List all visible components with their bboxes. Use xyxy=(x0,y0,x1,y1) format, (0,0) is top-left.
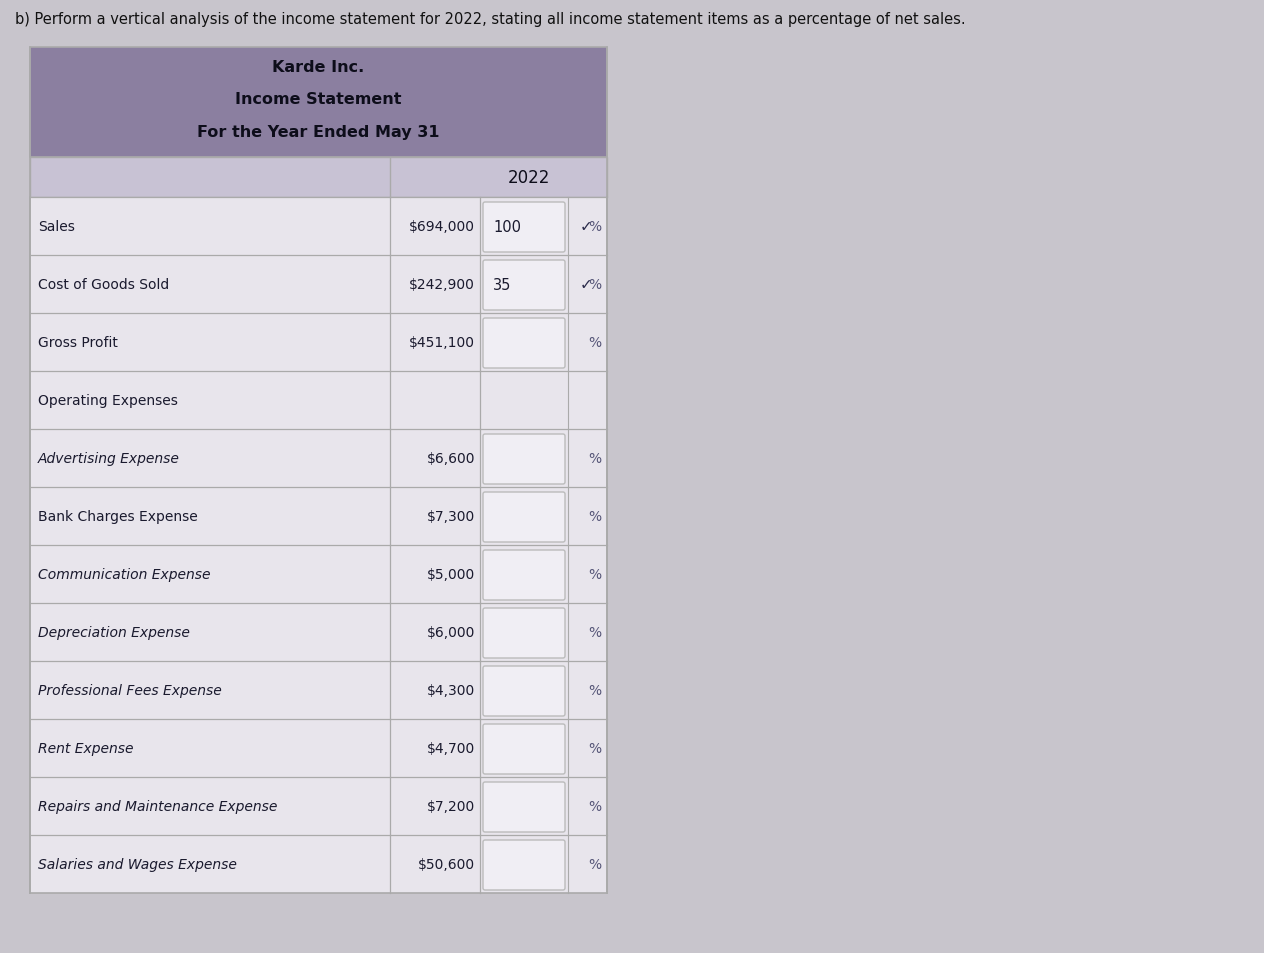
Text: 35: 35 xyxy=(493,277,512,293)
Bar xyxy=(30,835,607,893)
Text: Professional Fees Expense: Professional Fees Expense xyxy=(38,683,221,698)
Bar xyxy=(30,720,607,778)
Text: $6,600: $6,600 xyxy=(426,452,475,465)
Bar xyxy=(30,372,607,430)
Bar xyxy=(30,603,607,661)
Text: Gross Profit: Gross Profit xyxy=(38,335,118,350)
Text: $6,000: $6,000 xyxy=(427,625,475,639)
FancyBboxPatch shape xyxy=(483,666,565,717)
Text: $4,700: $4,700 xyxy=(427,741,475,755)
Text: For the Year Ended May 31: For the Year Ended May 31 xyxy=(197,126,440,140)
Text: Sales: Sales xyxy=(38,220,75,233)
Text: $451,100: $451,100 xyxy=(410,335,475,350)
FancyBboxPatch shape xyxy=(483,724,565,774)
Text: ✓: ✓ xyxy=(580,219,593,234)
Text: b) Perform a vertical analysis of the income statement for 2022, stating all inc: b) Perform a vertical analysis of the in… xyxy=(15,12,966,27)
Bar xyxy=(30,488,607,545)
Text: 2022: 2022 xyxy=(507,169,550,187)
FancyBboxPatch shape xyxy=(483,203,565,253)
Text: %: % xyxy=(588,683,600,698)
Bar xyxy=(30,314,607,372)
Text: Depreciation Expense: Depreciation Expense xyxy=(38,625,190,639)
Text: Karde Inc.: Karde Inc. xyxy=(272,60,364,75)
Bar xyxy=(30,198,607,255)
Text: $7,300: $7,300 xyxy=(427,510,475,523)
Text: 100: 100 xyxy=(493,219,521,234)
Text: %: % xyxy=(588,741,600,755)
Text: %: % xyxy=(588,452,600,465)
Bar xyxy=(30,158,607,198)
Text: Advertising Expense: Advertising Expense xyxy=(38,452,179,465)
FancyBboxPatch shape xyxy=(483,493,565,542)
Text: Salaries and Wages Expense: Salaries and Wages Expense xyxy=(38,857,236,871)
Text: Communication Expense: Communication Expense xyxy=(38,567,211,581)
FancyBboxPatch shape xyxy=(483,841,565,890)
Bar xyxy=(30,255,607,314)
Text: $5,000: $5,000 xyxy=(427,567,475,581)
Text: Bank Charges Expense: Bank Charges Expense xyxy=(38,510,197,523)
Text: %: % xyxy=(588,625,600,639)
Bar xyxy=(30,661,607,720)
Text: $50,600: $50,600 xyxy=(418,857,475,871)
FancyBboxPatch shape xyxy=(483,551,565,600)
Bar xyxy=(30,48,607,158)
FancyBboxPatch shape xyxy=(483,435,565,484)
Text: %: % xyxy=(588,510,600,523)
FancyBboxPatch shape xyxy=(483,608,565,659)
Text: %: % xyxy=(588,220,600,233)
Bar xyxy=(30,778,607,835)
Text: Rent Expense: Rent Expense xyxy=(38,741,134,755)
Text: %: % xyxy=(588,800,600,813)
FancyBboxPatch shape xyxy=(483,318,565,369)
Text: Income Statement: Income Statement xyxy=(235,92,402,108)
Text: $242,900: $242,900 xyxy=(410,277,475,292)
FancyBboxPatch shape xyxy=(483,782,565,832)
Text: %: % xyxy=(588,335,600,350)
Text: $7,200: $7,200 xyxy=(427,800,475,813)
Text: ✓: ✓ xyxy=(580,277,593,293)
Text: Cost of Goods Sold: Cost of Goods Sold xyxy=(38,277,169,292)
Text: %: % xyxy=(588,277,600,292)
Text: $694,000: $694,000 xyxy=(410,220,475,233)
Text: Operating Expenses: Operating Expenses xyxy=(38,394,178,408)
Text: $4,300: $4,300 xyxy=(427,683,475,698)
Bar xyxy=(30,545,607,603)
Text: Repairs and Maintenance Expense: Repairs and Maintenance Expense xyxy=(38,800,277,813)
Text: %: % xyxy=(588,857,600,871)
Bar xyxy=(30,430,607,488)
FancyBboxPatch shape xyxy=(483,261,565,311)
Text: %: % xyxy=(588,567,600,581)
